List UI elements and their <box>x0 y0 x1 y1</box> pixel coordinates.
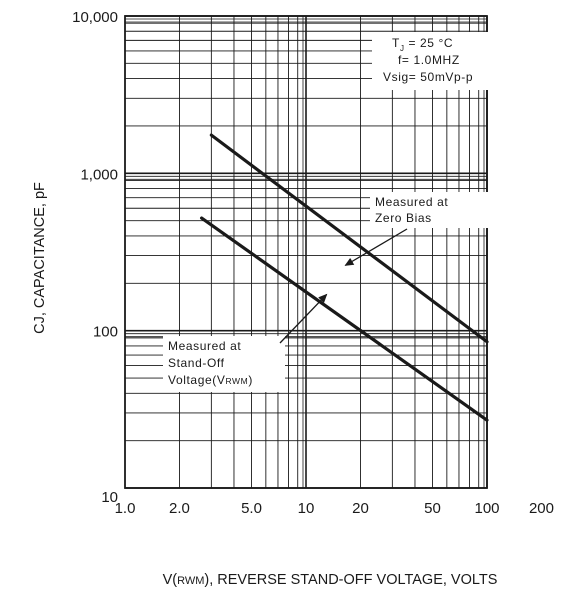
plot-frame <box>124 15 488 489</box>
condition-vsig: Vsig= 50mVp-p <box>383 70 473 84</box>
standoff-voltage-suffix: ) <box>248 373 253 387</box>
x-axis-title-sub: RWM <box>177 575 204 587</box>
series-line-zero-bias <box>209 133 489 344</box>
condition-prefix: T <box>392 36 400 50</box>
standoff-label: Measured at <box>168 339 241 353</box>
condition-tj: TJ = 25 °C <box>392 36 453 53</box>
condition-sub: J <box>400 44 405 53</box>
condition-suffix: = 25 °C <box>405 36 454 50</box>
standoff-voltage-prefix: Voltage(V <box>168 373 225 387</box>
grid <box>124 15 488 489</box>
x-tick-label: 2.0 <box>169 500 190 517</box>
x-tick-label: 5.0 <box>241 500 262 517</box>
x-axis-title-suffix: ), REVERSE STAND-OFF VOLTAGE, VOLTS <box>204 572 497 588</box>
zero-bias-box <box>370 192 490 228</box>
standoff-voltage-sub: RWM <box>225 376 248 386</box>
standoff-label: Stand-Off <box>168 356 225 370</box>
x-tick-label: 10 <box>298 500 315 517</box>
condition-freq: f= 1.0MHZ <box>398 53 460 67</box>
standoff-arrow <box>279 293 328 344</box>
x-tick-label: 50 <box>424 500 441 517</box>
zero-bias-label: Zero Bias <box>375 211 432 225</box>
tick-labels: 1.0 2.0 5.0 10 20 50 100 200 10 100 1,000 10,000 <box>72 9 554 517</box>
x-axis-title: V(RWM), REVERSE STAND-OFF VOLTAGE, VOLTS <box>163 572 498 588</box>
standoff-label-voltage: Voltage(VRWM) <box>168 373 253 387</box>
series-group <box>200 133 489 422</box>
y-tick-label: 1,000 <box>80 166 118 183</box>
x-tick-label: 100 <box>474 500 499 517</box>
x-axis-title-prefix: V( <box>163 572 178 588</box>
y-tick-label: 10,000 <box>72 9 118 26</box>
x-tick-label: 1.0 <box>115 500 136 517</box>
conditions-box <box>372 32 512 90</box>
y-tick-label: 10 <box>101 489 118 506</box>
zero-bias-arrow <box>344 228 408 266</box>
standoff-box <box>163 336 285 392</box>
x-tick-label: 20 <box>352 500 369 517</box>
series-line-stand-off <box>200 216 489 422</box>
y-axis-title: CJ, CAPACITANCE, pF <box>32 182 48 334</box>
x-tick-label: 200 <box>529 500 554 517</box>
zero-bias-label: Measured at <box>375 195 448 209</box>
y-tick-label: 100 <box>93 324 118 341</box>
